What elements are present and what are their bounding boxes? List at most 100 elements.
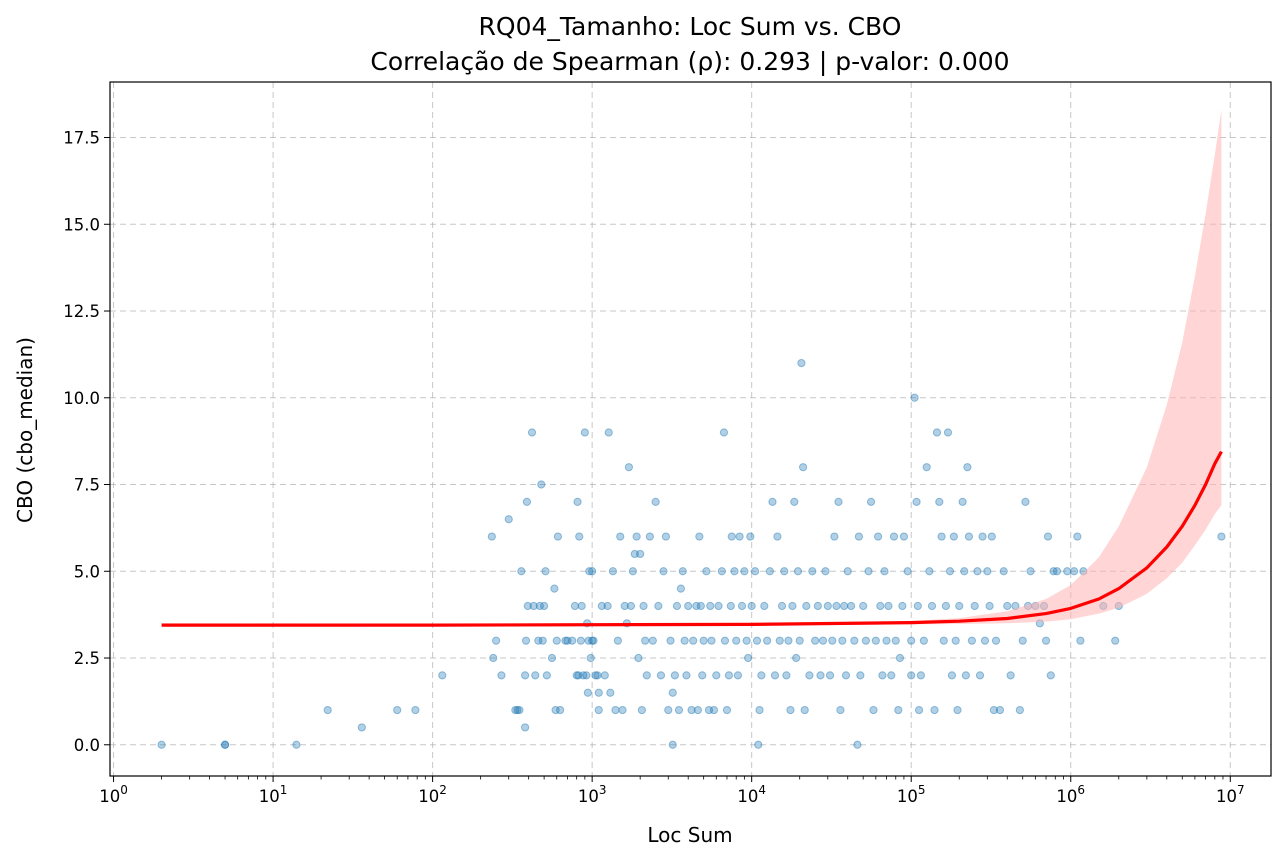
data-point (898, 601, 907, 611)
data-point (664, 705, 673, 715)
data-point (732, 636, 741, 645)
data-point (292, 740, 301, 749)
data-point (960, 567, 969, 576)
data-point (873, 532, 883, 541)
data-point (763, 636, 772, 645)
data-point (632, 532, 641, 541)
data-point (856, 671, 865, 680)
data-point (542, 671, 551, 680)
data-point (737, 601, 747, 611)
data-point (583, 688, 592, 697)
data-point (1006, 671, 1015, 680)
data-point (584, 636, 593, 645)
data-point (912, 497, 921, 506)
y-axis-label: CBO (cbo_median) (13, 337, 37, 523)
data-point (687, 705, 696, 715)
data-point (588, 636, 597, 645)
data-point (733, 671, 743, 680)
data-point (780, 567, 789, 576)
data-point (955, 601, 964, 611)
data-point (570, 601, 580, 611)
data-point (707, 636, 716, 645)
data-point (618, 705, 627, 715)
data-point (521, 723, 530, 732)
data-point (608, 567, 618, 576)
data-point (750, 567, 760, 576)
data-point (792, 653, 801, 663)
data-point (603, 601, 612, 611)
data-point (616, 532, 625, 541)
data-point (561, 636, 570, 645)
data-point (726, 601, 735, 611)
data-point (645, 532, 654, 541)
y-tick-label: 17.5 (63, 129, 100, 148)
data-point (556, 705, 565, 715)
data-point (800, 705, 809, 715)
data-point (1063, 567, 1072, 576)
data-point (913, 601, 922, 611)
data-point (770, 671, 780, 680)
data-point (573, 497, 582, 506)
data-point (637, 705, 646, 715)
data-point (666, 636, 675, 645)
data-point (620, 601, 629, 611)
data-point (967, 636, 976, 645)
data-point (529, 601, 538, 611)
data-point (843, 567, 852, 576)
data-point (818, 636, 828, 645)
data-point (1021, 497, 1030, 506)
data-point (895, 653, 905, 663)
data-point (985, 601, 994, 611)
data-point (961, 671, 970, 680)
data-point (661, 532, 671, 541)
data-point (943, 428, 953, 437)
y-tick-label: 0.0 (74, 736, 100, 755)
data-point (588, 567, 597, 576)
data-point (1026, 567, 1035, 576)
data-point (606, 688, 615, 697)
y-tick-label: 5.0 (74, 562, 100, 581)
data-point (672, 601, 682, 611)
data-point (714, 601, 723, 611)
data-point (850, 636, 859, 645)
data-point (932, 428, 942, 437)
data-point (624, 463, 634, 472)
data-point (907, 671, 916, 680)
data-point (639, 601, 648, 611)
data-point (515, 705, 524, 715)
data-point (513, 705, 522, 715)
y-tick-label: 2.5 (74, 649, 100, 668)
y-tick-label: 15.0 (63, 215, 100, 234)
data-point (523, 601, 532, 611)
data-point (696, 601, 705, 611)
data-point (636, 549, 645, 559)
data-point (864, 567, 873, 576)
y-tick-label: 7.5 (74, 476, 100, 495)
x-tick-label: 100 (99, 783, 128, 806)
data-point (999, 567, 1008, 576)
data-point (777, 601, 787, 611)
data-point (220, 740, 230, 749)
data-point (593, 671, 602, 680)
data-point (656, 671, 666, 680)
data-point (853, 740, 862, 749)
data-point (983, 567, 992, 576)
data-point (811, 636, 820, 645)
data-point (742, 636, 751, 645)
data-point (574, 671, 583, 680)
data-point (786, 705, 795, 715)
data-point (922, 463, 931, 472)
data-point (630, 549, 639, 559)
data-point (551, 705, 560, 715)
data-point (535, 601, 544, 611)
data-point (949, 532, 958, 541)
data-point (628, 567, 637, 576)
data-point (907, 636, 916, 645)
data-point (712, 671, 721, 680)
data-point (975, 671, 985, 680)
data-point (768, 497, 777, 506)
data-point (760, 601, 769, 611)
data-point (963, 463, 972, 472)
data-point (682, 671, 691, 680)
data-point (995, 705, 1005, 715)
